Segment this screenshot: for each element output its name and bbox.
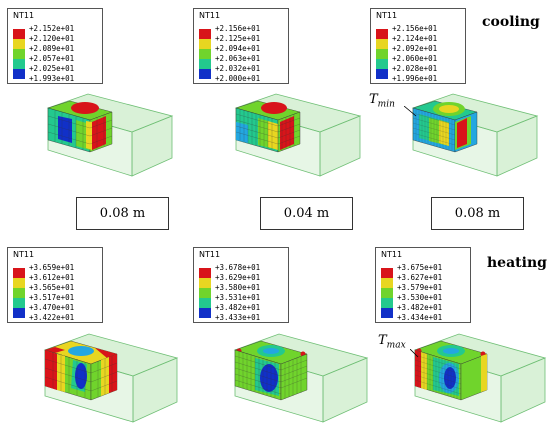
size-label-1: 0.08 m bbox=[76, 197, 169, 230]
heating-label: heating bbox=[487, 255, 547, 271]
legend-title: NT11 bbox=[199, 250, 221, 259]
legend-value: +2.125e+01 bbox=[215, 34, 261, 43]
legend-value: +2.060e+01 bbox=[392, 54, 438, 63]
legend-value: +3.678e+01 bbox=[215, 263, 261, 272]
swatch-red bbox=[376, 29, 388, 39]
legend-value: +3.629e+01 bbox=[215, 273, 261, 282]
swatch-yellow bbox=[13, 39, 25, 49]
swatch-red bbox=[199, 29, 211, 39]
cooling-model-1 bbox=[46, 93, 174, 177]
legend-value: +3.482e+01 bbox=[397, 303, 443, 312]
swatch-blue bbox=[199, 308, 211, 318]
legend-value: +1.993e+01 bbox=[29, 74, 75, 83]
legend-value: +1.996e+01 bbox=[392, 74, 438, 83]
swatch-blue bbox=[381, 308, 393, 318]
swatch-teal bbox=[376, 59, 388, 69]
legend-title: NT11 bbox=[381, 250, 403, 259]
swatch-green bbox=[13, 288, 25, 298]
heating-model-2 bbox=[233, 333, 369, 423]
swatch-green bbox=[199, 49, 211, 59]
swatch-yellow bbox=[381, 278, 393, 288]
legend-value: +2.057e+01 bbox=[29, 54, 75, 63]
legend-value: +2.124e+01 bbox=[392, 34, 438, 43]
legend-value: +3.565e+01 bbox=[29, 283, 75, 292]
tmax-subscript: max bbox=[386, 340, 406, 351]
swatch-yellow bbox=[376, 39, 388, 49]
legend-value: +2.032e+01 bbox=[215, 64, 261, 73]
legend-value: +3.434e+01 bbox=[397, 313, 443, 322]
tmin-symbol: T bbox=[369, 92, 378, 107]
heating-legend-1: NT11 +3.659e+01 +3.612e+01 +3.565e+01 +3… bbox=[7, 247, 103, 323]
legend-value: +2.000e+01 bbox=[215, 74, 261, 83]
swatch-blue bbox=[199, 69, 211, 79]
tmin-label: Tmin bbox=[369, 92, 395, 110]
swatch-green bbox=[376, 49, 388, 59]
legend-value: +3.482e+01 bbox=[215, 303, 261, 312]
legend-value: +2.152e+01 bbox=[29, 24, 75, 33]
legend-value: +2.089e+01 bbox=[29, 44, 75, 53]
legend-value: +3.531e+01 bbox=[215, 293, 261, 302]
legend-value: +3.659e+01 bbox=[29, 263, 75, 272]
legend-value: +2.063e+01 bbox=[215, 54, 261, 63]
tmax-pointer bbox=[410, 349, 419, 358]
legend-value: +3.579e+01 bbox=[397, 283, 443, 292]
legend-value: +3.627e+01 bbox=[397, 273, 443, 282]
cooling-legend-3: NT11 +2.156e+01 +2.124e+01 +2.092e+01 +2… bbox=[370, 8, 466, 84]
legend-value: +2.120e+01 bbox=[29, 34, 75, 43]
size-label-2: 0.04 m bbox=[260, 197, 353, 230]
legend-value: +2.156e+01 bbox=[392, 24, 438, 33]
legend-title: NT11 bbox=[13, 250, 35, 259]
heating-model-3 bbox=[413, 333, 547, 423]
swatch-red bbox=[13, 268, 25, 278]
legend-value: +3.517e+01 bbox=[29, 293, 75, 302]
swatch-red bbox=[199, 268, 211, 278]
swatch-teal bbox=[13, 298, 25, 308]
swatch-green bbox=[13, 49, 25, 59]
heating-model-1 bbox=[43, 333, 179, 423]
swatch-yellow bbox=[13, 278, 25, 288]
swatch-blue bbox=[376, 69, 388, 79]
swatch-green bbox=[199, 288, 211, 298]
legend-value: +2.094e+01 bbox=[215, 44, 261, 53]
legend-value: +3.422e+01 bbox=[29, 313, 75, 322]
tmin-subscript: min bbox=[377, 99, 395, 110]
tmax-symbol: T bbox=[378, 333, 387, 348]
legend-title: NT11 bbox=[13, 11, 35, 20]
legend-title: NT11 bbox=[199, 11, 221, 20]
legend-value: +3.612e+01 bbox=[29, 273, 75, 282]
cooling-legend-1: NT11 +2.152e+01 +2.120e+01 +2.089e+01 +2… bbox=[7, 8, 103, 84]
swatch-teal bbox=[13, 59, 25, 69]
swatch-teal bbox=[199, 59, 211, 69]
swatch-yellow bbox=[199, 39, 211, 49]
swatch-red bbox=[381, 268, 393, 278]
legend-value: +3.530e+01 bbox=[397, 293, 443, 302]
swatch-teal bbox=[381, 298, 393, 308]
legend-value: +3.470e+01 bbox=[29, 303, 75, 312]
swatch-blue bbox=[13, 69, 25, 79]
swatch-yellow bbox=[199, 278, 211, 288]
cooling-model-2 bbox=[234, 93, 362, 177]
swatch-red bbox=[13, 29, 25, 39]
legend-value: +2.156e+01 bbox=[215, 24, 261, 33]
heating-legend-3: NT11 +3.675e+01 +3.627e+01 +3.579e+01 +3… bbox=[375, 247, 471, 323]
legend-value: +3.580e+01 bbox=[215, 283, 261, 292]
cooling-model-3 bbox=[411, 93, 539, 177]
legend-value: +2.028e+01 bbox=[392, 64, 438, 73]
swatch-teal bbox=[199, 298, 211, 308]
cooling-label: cooling bbox=[482, 14, 540, 30]
cooling-legend-2: NT11 +2.156e+01 +2.125e+01 +2.094e+01 +2… bbox=[193, 8, 289, 84]
legend-value: +3.433e+01 bbox=[215, 313, 261, 322]
tmax-label: Tmax bbox=[378, 333, 406, 351]
size-label-3: 0.08 m bbox=[431, 197, 524, 230]
tmin-pointer bbox=[404, 106, 417, 117]
legend-value: +2.092e+01 bbox=[392, 44, 438, 53]
swatch-blue bbox=[13, 308, 25, 318]
legend-value: +2.025e+01 bbox=[29, 64, 75, 73]
swatch-green bbox=[381, 288, 393, 298]
legend-title: NT11 bbox=[376, 11, 398, 20]
legend-value: +3.675e+01 bbox=[397, 263, 443, 272]
heating-legend-2: NT11 +3.678e+01 +3.629e+01 +3.580e+01 +3… bbox=[193, 247, 289, 323]
